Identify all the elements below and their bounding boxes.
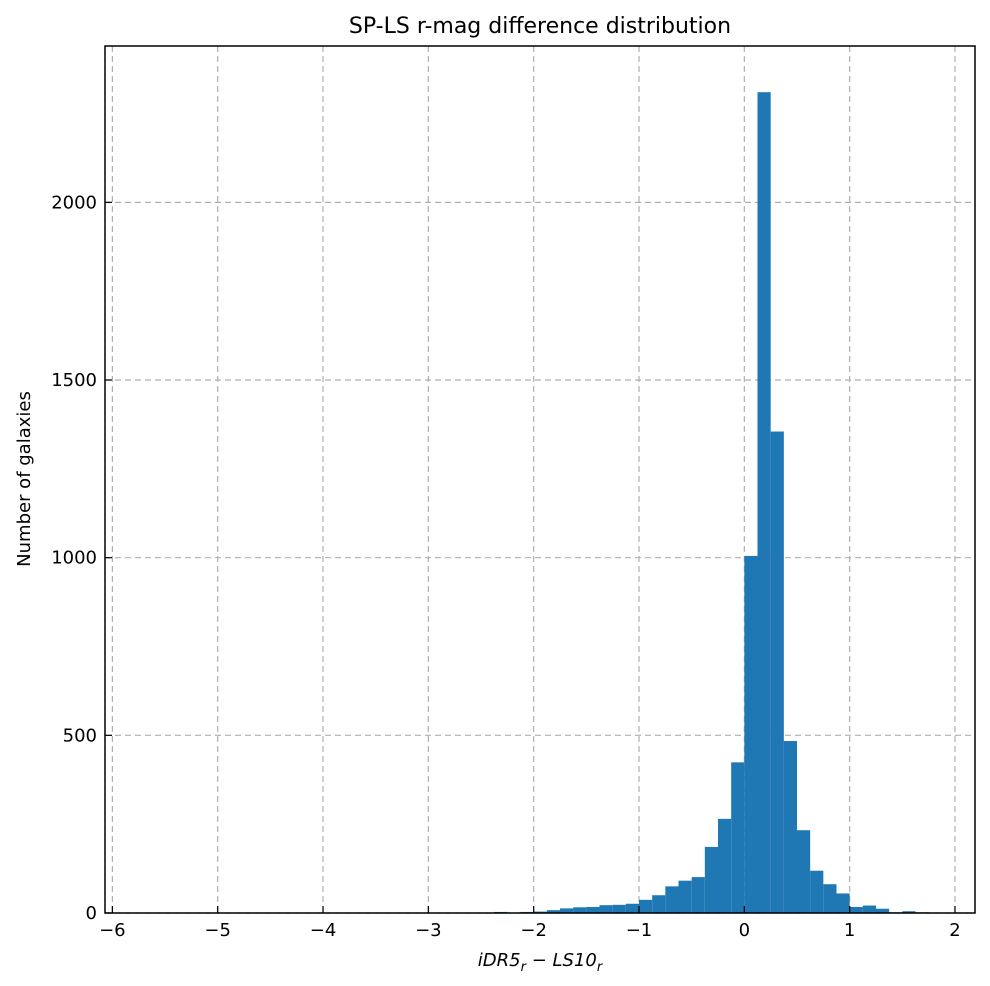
histogram-bar-3 xyxy=(546,910,561,913)
histogram-bar-11 xyxy=(652,895,666,913)
y-tick-label-3: 1500 xyxy=(51,370,97,391)
histogram-bar-18 xyxy=(744,555,758,913)
x-axis-label-mid: − LS10 xyxy=(526,950,597,971)
histogram-bar-8 xyxy=(612,904,626,913)
histogram-bar-7 xyxy=(599,905,613,913)
y-tick-label-2: 1000 xyxy=(51,548,97,569)
plot-frame xyxy=(104,45,976,914)
y-tick-label-1: 500 xyxy=(63,725,97,746)
histogram-bar-17 xyxy=(731,762,745,913)
x-axis-label-main: iDR5 xyxy=(478,950,521,971)
x-tick-label-6: 0 xyxy=(739,920,750,941)
y-tick-label-4: 2000 xyxy=(51,192,97,213)
histogram-bar-15 xyxy=(704,846,719,913)
histogram-bar-14 xyxy=(691,877,705,913)
histogram-bar-28 xyxy=(875,908,890,913)
x-tick-label-7: 1 xyxy=(844,920,855,941)
histogram-bar-12 xyxy=(665,886,679,913)
histogram-bar-23 xyxy=(810,870,824,913)
x-axis-label-sub2: r xyxy=(597,960,604,975)
histogram-bar-13 xyxy=(678,880,692,913)
x-tick-label-1: −5 xyxy=(204,920,231,941)
histogram-bar-30 xyxy=(902,911,916,913)
histogram-bar-19 xyxy=(757,92,771,913)
histogram-bar-16 xyxy=(718,818,732,913)
histogram-bar-24 xyxy=(823,884,837,913)
histogram-bar-5 xyxy=(573,907,587,913)
y-tick-label-0: 0 xyxy=(86,903,97,924)
chart-title: SP-LS r-mag difference distribution xyxy=(349,14,731,39)
histogram-bar-6 xyxy=(586,906,600,913)
x-axis-ticks: −6 −5 −4 −3 −2 −1 0 1 2 xyxy=(99,906,961,941)
histogram-bar-10 xyxy=(639,899,653,913)
histogram-bar-21 xyxy=(783,741,797,913)
x-tick-label-3: −3 xyxy=(415,920,442,941)
x-tick-label-4: −2 xyxy=(520,920,547,941)
histogram-bar-4 xyxy=(560,908,574,913)
histogram-bars xyxy=(494,92,929,913)
y-axis-label: Number of galaxies xyxy=(14,391,35,567)
x-tick-label-8: 2 xyxy=(949,920,960,941)
x-tick-label-0: −6 xyxy=(99,920,126,941)
histogram-bar-27 xyxy=(862,905,876,913)
x-tick-label-2: −4 xyxy=(310,920,337,941)
x-tick-label-5: −1 xyxy=(626,920,653,941)
histogram-bar-25 xyxy=(836,893,850,913)
x-axis-label-sub1: r xyxy=(521,960,528,975)
x-axis-label: iDR5r − LS10r xyxy=(478,950,604,975)
gridlines xyxy=(105,46,975,914)
histogram-bar-9 xyxy=(625,903,640,913)
histogram-bar-26 xyxy=(849,906,863,913)
y-axis-ticks: 0 500 1000 1500 2000 xyxy=(51,192,112,924)
histogram-bar-20 xyxy=(770,431,784,913)
histogram-bar-22 xyxy=(797,830,811,913)
